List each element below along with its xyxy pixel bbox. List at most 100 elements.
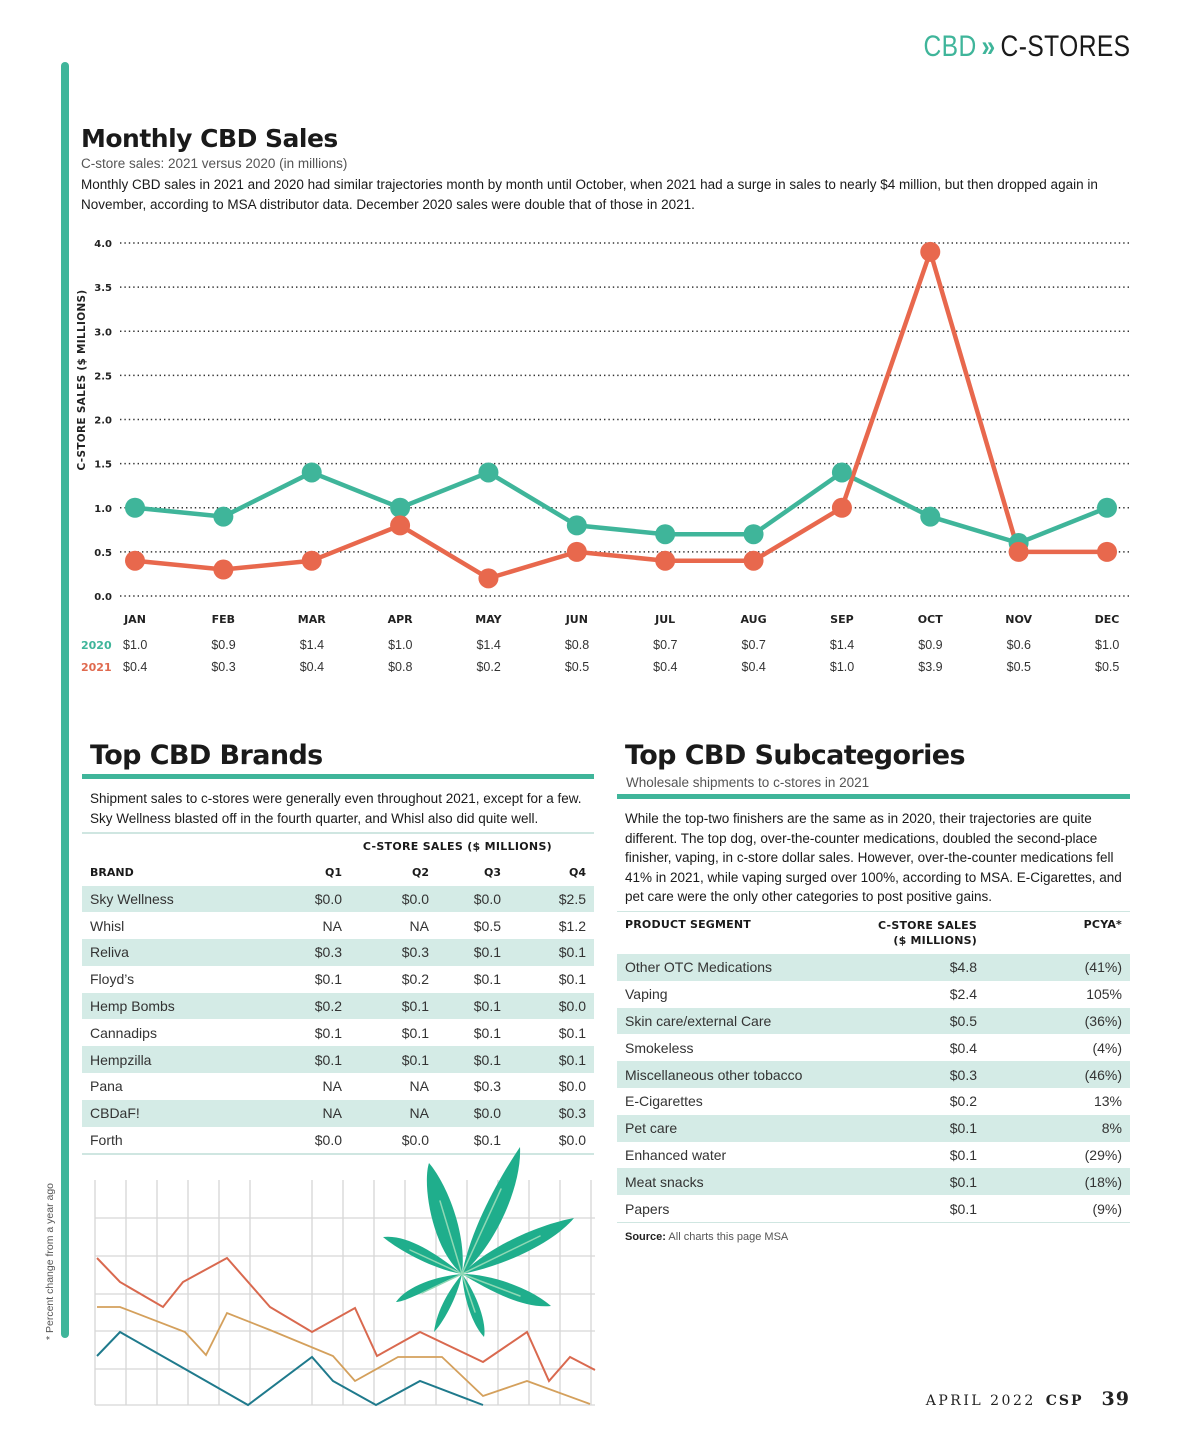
brand-q2-value: $0.1 bbox=[401, 1024, 429, 1041]
data-point-2021 bbox=[478, 568, 499, 589]
data-label-2021: $0.4 bbox=[653, 660, 677, 674]
brands-title-rule bbox=[82, 774, 594, 779]
data-point-2021 bbox=[920, 241, 941, 262]
brand-q2-value: NA bbox=[409, 917, 429, 934]
top-subcategories-section: Top CBD Subcategories Wholesale shipment… bbox=[617, 738, 1130, 1251]
segment-sales: $0.4 bbox=[949, 1039, 977, 1056]
x-tick-label: MAR bbox=[298, 613, 326, 626]
chart-title: Monthly CBD Sales bbox=[81, 124, 338, 153]
double-chevron-icon: » bbox=[981, 30, 996, 63]
brand-q2-value: $0.1 bbox=[401, 998, 429, 1015]
segment-sales: $4.8 bbox=[949, 959, 977, 976]
series-line-2021 bbox=[134, 249, 1107, 581]
chart-description: Monthly CBD sales in 2021 and 2020 had s… bbox=[81, 177, 1098, 212]
brand-q4-value: $0.0 bbox=[558, 1078, 586, 1095]
x-tick-label: OCT bbox=[918, 613, 943, 626]
brands-title: Top CBD Brands bbox=[90, 740, 323, 771]
brand-q2-value: NA bbox=[409, 1078, 429, 1095]
brands-description: Shipment sales to c-stores were generall… bbox=[90, 791, 582, 826]
segment-pcya: (36%) bbox=[1084, 1012, 1122, 1029]
subcategories-title: Top CBD Subcategories bbox=[625, 740, 966, 771]
y-tick-label: 4.0 bbox=[94, 239, 112, 250]
segment-name: Meat snacks bbox=[625, 1173, 704, 1190]
brand-q4-value: $0.1 bbox=[558, 944, 586, 961]
data-point-2020 bbox=[743, 524, 764, 545]
data-label-2020: $1.4 bbox=[476, 638, 500, 652]
brand-row: Pana NA NA $0.3 $0.0 bbox=[82, 1073, 594, 1100]
x-tick-label: DEC bbox=[1095, 613, 1120, 626]
chart-subtitle: C-store sales: 2021 versus 2020 (in mill… bbox=[81, 156, 348, 171]
brand-row: Floyd’s $0.1 $0.2 $0.1 $0.1 bbox=[82, 966, 594, 993]
brand-q3-value: $0.0 bbox=[473, 1105, 501, 1122]
brands-table-body: Sky Wellness $0.0 $0.0 $0.0 $2.5 Whisl NA NA $0.… bbox=[82, 885, 594, 1154]
brand-name: Floyd’s bbox=[90, 971, 135, 988]
segment-pcya: (4%) bbox=[1092, 1039, 1122, 1056]
brand-name: Whisl bbox=[90, 917, 125, 934]
data-label-2021: $0.8 bbox=[388, 660, 412, 674]
y-tick-label: 3.0 bbox=[94, 327, 112, 338]
brand-q1-value: $0.1 bbox=[314, 1051, 342, 1068]
data-label-2020: $0.7 bbox=[653, 638, 677, 652]
brand-row: Forth $0.0 $0.0 $0.1 $0.0 bbox=[82, 1127, 594, 1154]
col-header-q2: Q2 bbox=[411, 866, 429, 879]
x-axis-ticks: JAN FEB MAR APR MAY JUN JUL AUG SEP OCT NOV DEC bbox=[123, 613, 1119, 626]
monthly-sales-chart: 0.0 0.5 1.0 1.5 2.0 2.5 3.0 3.5 4.0 C-STORE SALE… bbox=[76, 239, 1130, 674]
segment-name: Enhanced water bbox=[625, 1146, 727, 1163]
segment-name: Miscellaneous other tobacco bbox=[625, 1066, 803, 1083]
data-label-2021: $3.9 bbox=[918, 660, 942, 674]
data-label-2020: $1.0 bbox=[388, 638, 412, 652]
illustration-grid bbox=[94, 1180, 595, 1406]
brand-row: Sky Wellness $0.0 $0.0 $0.0 $2.5 bbox=[82, 885, 594, 913]
subcategory-row: Vaping $2.4 105% bbox=[617, 981, 1130, 1008]
chart-data-table: 2020 $1.0 $0.9 $1.4 $1.0 $1.4 $0.8 $0.7 $0.7 $1.4… bbox=[81, 638, 1119, 674]
brand-q2-value: $0.3 bbox=[401, 944, 429, 961]
subcategories-table-bottom-rule bbox=[617, 1221, 1130, 1224]
brand-q1-value: $0.0 bbox=[314, 1132, 342, 1149]
col-header-q1: Q1 bbox=[324, 866, 342, 879]
y-tick-label: 1.5 bbox=[94, 460, 112, 471]
segment-name: Skin care/external Care bbox=[625, 1012, 772, 1029]
col-header-q4: Q4 bbox=[568, 866, 586, 879]
data-point-2020 bbox=[831, 462, 852, 483]
brands-group-header: C-STORE SALES ($ MILLIONS) bbox=[362, 839, 552, 853]
brand-q4-value: $0.0 bbox=[558, 1132, 586, 1149]
data-label-2021: $0.3 bbox=[211, 660, 235, 674]
data-point-2020 bbox=[125, 497, 145, 518]
brand-q3-value: $0.1 bbox=[473, 971, 501, 988]
x-tick-label: JUL bbox=[654, 613, 675, 626]
data-label-2021: $0.5 bbox=[1095, 660, 1119, 674]
segment-pcya: 105% bbox=[1086, 986, 1122, 1003]
brand-q3-value: $0.1 bbox=[473, 998, 501, 1015]
brand-q3-value: $0.0 bbox=[473, 890, 501, 907]
brand-name: Pana bbox=[90, 1078, 123, 1095]
subcategories-description: While the top-two finishers are the same… bbox=[625, 811, 1122, 904]
segment-pcya: (9%) bbox=[1092, 1200, 1122, 1217]
subcategories-subtitle: Wholesale shipments to c-stores in 2021 bbox=[626, 775, 870, 790]
brand-q2-value: NA bbox=[409, 1105, 429, 1122]
col-header-q3: Q3 bbox=[483, 866, 501, 879]
col-header-sales-line2: ($ MILLIONS) bbox=[893, 934, 977, 947]
data-label-2020: $0.7 bbox=[742, 638, 766, 652]
col-header-sales-line1: C-STORE SALES bbox=[878, 919, 977, 932]
brands-table-header: BRAND Q1 Q2 Q3 Q4 bbox=[82, 860, 594, 886]
section-header: CBD» C-STORES bbox=[923, 30, 1130, 64]
brand-q1-value: $0.1 bbox=[314, 971, 342, 988]
x-tick-label: SEP bbox=[830, 613, 854, 626]
brand-name: Hemp Bombs bbox=[90, 998, 175, 1015]
x-tick-label: FEB bbox=[212, 613, 235, 626]
segment-pcya: 8% bbox=[1101, 1120, 1122, 1137]
source-label: Source: bbox=[625, 1231, 666, 1244]
data-point-2021 bbox=[831, 497, 852, 518]
y-axis-ticks: 0.0 0.5 1.0 1.5 2.0 2.5 3.0 3.5 4.0 bbox=[94, 239, 112, 603]
segment-name: Pet care bbox=[625, 1120, 678, 1137]
accent-side-bar bbox=[61, 62, 69, 1338]
subcategory-row: Miscellaneous other tobacco $0.3 (46%) bbox=[617, 1061, 1130, 1088]
segment-sales: $0.1 bbox=[949, 1173, 977, 1190]
data-point-2020 bbox=[390, 497, 411, 518]
brand-name: Cannadips bbox=[90, 1024, 157, 1041]
folio-date: APRIL 2022 bbox=[925, 1393, 1036, 1409]
brands-table-bottom-rule bbox=[82, 1153, 594, 1155]
brand-q1-value: $0.2 bbox=[314, 998, 342, 1015]
subcategory-row: Pet care $0.1 8% bbox=[617, 1114, 1130, 1142]
data-point-2020 bbox=[213, 506, 234, 527]
